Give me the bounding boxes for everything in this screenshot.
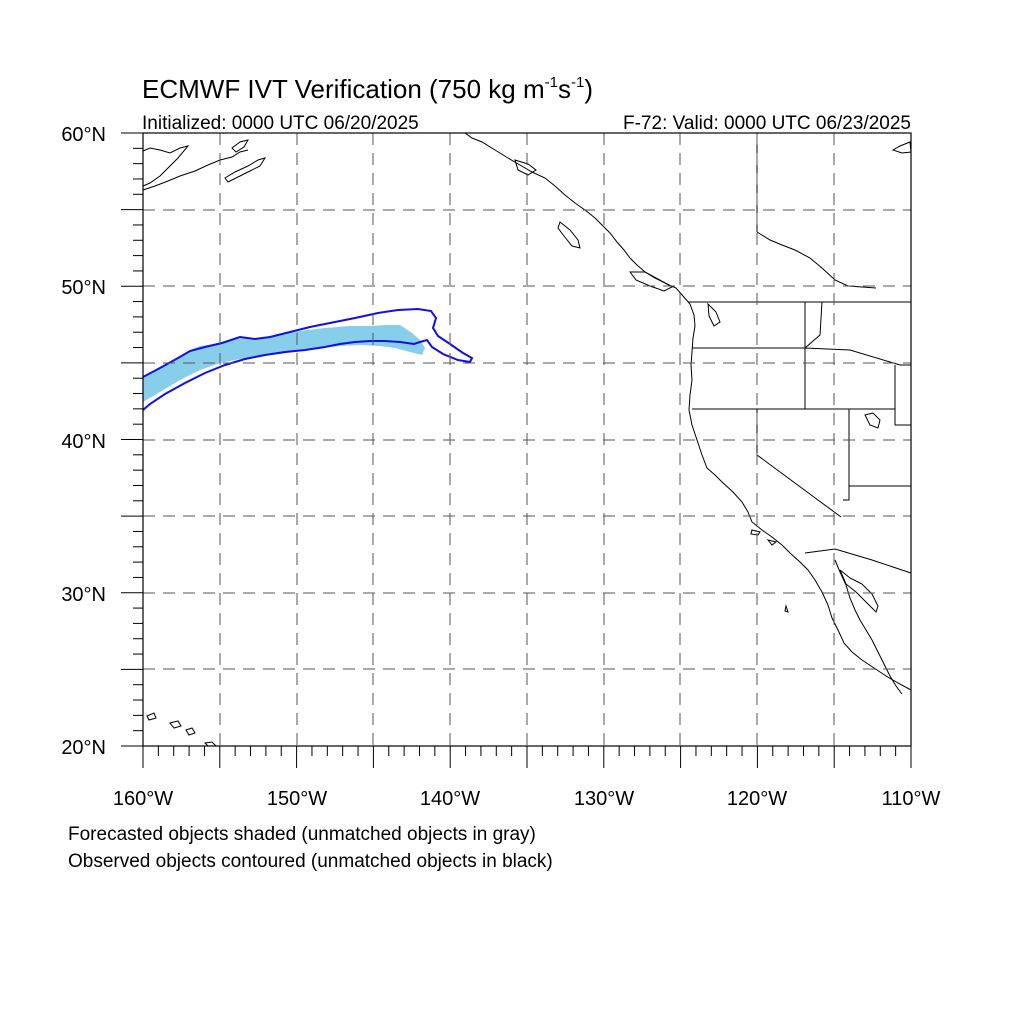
axis-ticks — [121, 132, 912, 768]
coastlines — [142, 132, 912, 747]
footnote-forecast: Forecasted objects shaded (unmatched obj… — [68, 824, 536, 845]
lat-label-60n: 60°N — [61, 124, 106, 146]
lat-label-20n: 20°N — [61, 737, 106, 759]
lon-label-110w: 110°W — [882, 788, 941, 810]
longitude-labels: 160°W 150°W 140°W 130°W 120°W 110°W — [113, 788, 941, 810]
valid-time-label: F-72: Valid: 0000 UTC 06/23/2025 — [623, 113, 911, 134]
lon-label-140w: 140°W — [420, 788, 480, 810]
lat-label-40n: 40°N — [61, 431, 106, 453]
lat-label-50n: 50°N — [61, 277, 106, 299]
map-panel — [121, 132, 912, 768]
latitude-labels: 60°N 50°N 40°N 30°N 20°N — [61, 124, 106, 759]
lon-label-130w: 130°W — [574, 788, 634, 810]
lon-label-160w: 160°W — [113, 788, 173, 810]
init-time-label: Initialized: 0000 UTC 06/20/2025 — [142, 113, 419, 134]
graticule — [143, 133, 911, 746]
footnote-observed: Observed objects contoured (unmatched ob… — [68, 851, 553, 872]
observed-ivt-contour — [142, 307, 474, 411]
lon-label-120w: 120°W — [727, 788, 787, 810]
lon-label-150w: 150°W — [267, 788, 327, 810]
map-title: ECMWF IVT Verification (750 kg m-1s-1) — [142, 74, 593, 104]
lat-label-30n: 30°N — [61, 584, 106, 606]
